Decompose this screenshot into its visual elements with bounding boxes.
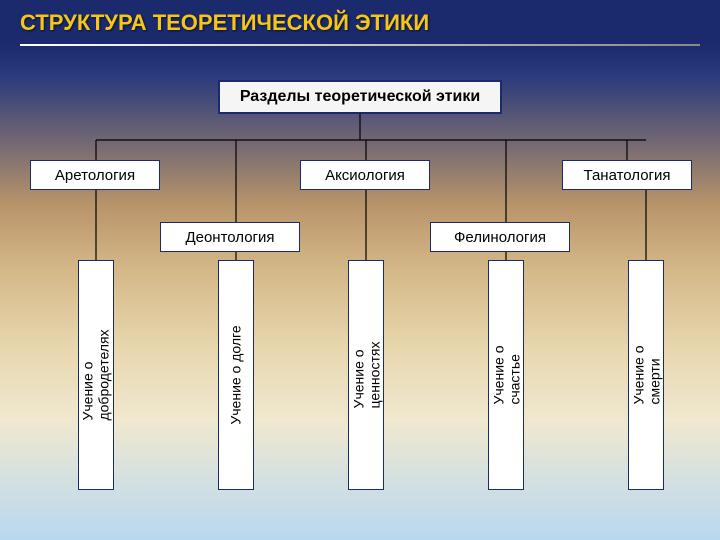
row2-a-label: Деонтология xyxy=(185,229,274,246)
root-label: Разделы теоретической этики xyxy=(240,88,480,106)
row1-c-label: Танатология xyxy=(583,167,670,184)
row1-b-label: Аксиология xyxy=(325,167,405,184)
leaf-4-label: Учение осчастье xyxy=(490,346,522,405)
leaf-1-label: Учение одобродетелях xyxy=(80,329,112,420)
row2-deontology: Деонтология xyxy=(160,222,300,252)
row2-b-label: Фелинология xyxy=(454,229,546,246)
leaf-5-label: Учение осмерти xyxy=(630,346,662,405)
leaf-values: Учение оценностях xyxy=(348,260,384,490)
leaf-2-label: Учение о долге xyxy=(228,325,244,424)
slide-title: СТРУКТУРА ТЕОРЕТИЧЕСКОЙ ЭТИКИ xyxy=(20,10,429,36)
row1-aretology: Аретология xyxy=(30,160,160,190)
leaf-3-label: Учение оценностях xyxy=(350,342,382,409)
leaf-virtues: Учение одобродетелях xyxy=(78,260,114,490)
row1-axiology: Аксиология xyxy=(300,160,430,190)
leaf-death: Учение осмерти xyxy=(628,260,664,490)
row2-felinology: Фелинология xyxy=(430,222,570,252)
leaf-happiness: Учение осчастье xyxy=(488,260,524,490)
row1-a-label: Аретология xyxy=(55,167,135,184)
root-box: Разделы теоретической этики xyxy=(218,80,502,114)
row1-thanatology: Танатология xyxy=(562,160,692,190)
leaf-duty: Учение о долге xyxy=(218,260,254,490)
title-underline xyxy=(20,44,700,46)
